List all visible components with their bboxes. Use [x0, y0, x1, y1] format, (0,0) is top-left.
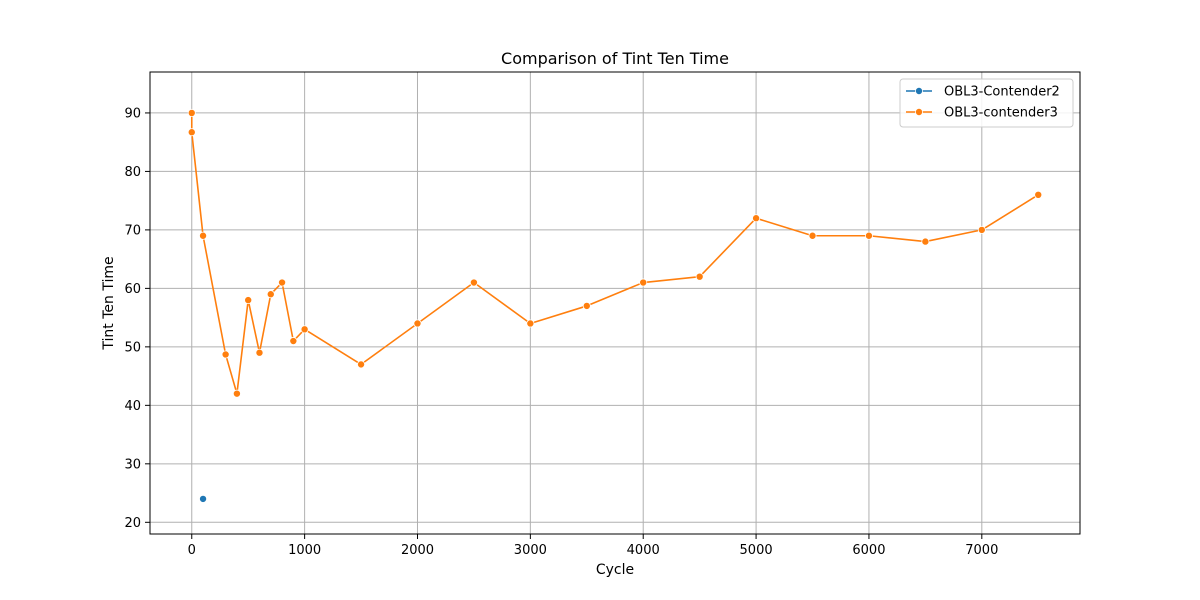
- plot-frame: [149, 71, 1081, 535]
- legend-box: [899, 78, 1074, 128]
- x-tick-label: 3000: [514, 543, 547, 558]
- series-obl3-contender2: [199, 494, 208, 503]
- x-tick-label: 2000: [401, 543, 434, 558]
- chart-title: Comparison of Tint Ten Time: [501, 49, 729, 68]
- y-tick-label: 50: [124, 340, 141, 355]
- data-point: [300, 325, 309, 334]
- y-tick-label: 20: [124, 516, 141, 531]
- data-point: [187, 108, 196, 117]
- y-axis-label: Tint Ten Time: [101, 256, 117, 350]
- data-point: [232, 389, 241, 398]
- data-point: [526, 319, 535, 328]
- data-point: [255, 348, 264, 357]
- x-tick-label: 4000: [627, 543, 660, 558]
- series-obl3-contender3: [187, 108, 1043, 398]
- y-tick-label: 30: [124, 457, 141, 472]
- data-point: [752, 214, 761, 223]
- x-axis-label: Cycle: [596, 562, 634, 578]
- data-point: [187, 128, 196, 137]
- data-point: [413, 319, 422, 328]
- data-point: [1034, 190, 1043, 199]
- legend-item: OBL3-Contender2: [906, 85, 1060, 100]
- data-point: [199, 231, 208, 240]
- x-axis: 0 1000 2000 3000 4000 5000 6000 7000: [188, 534, 998, 558]
- data-point: [639, 278, 648, 287]
- x-tick-label: 6000: [852, 543, 885, 558]
- data-point: [199, 494, 208, 503]
- legend-marker-icon: [915, 108, 924, 117]
- y-axis: 20 30 40 50 60 70 80 90: [124, 106, 150, 531]
- legend-marker-icon: [915, 87, 924, 96]
- x-tick-label: 0: [188, 543, 196, 558]
- y-tick-label: 70: [124, 223, 141, 238]
- series-line: [190, 112, 1039, 395]
- y-tick-label: 80: [124, 165, 141, 180]
- x-tick-label: 7000: [965, 543, 998, 558]
- legend-item: OBL3-contender3: [906, 106, 1058, 121]
- series-layer: [187, 108, 1043, 503]
- data-point: [808, 231, 817, 240]
- data-point: [695, 272, 704, 281]
- y-tick-label: 40: [124, 399, 141, 414]
- x-tick-label: 1000: [288, 543, 321, 558]
- data-point: [266, 290, 275, 299]
- legend-label: OBL3-Contender2: [944, 85, 1060, 100]
- data-point: [278, 278, 287, 287]
- data-point: [582, 301, 591, 310]
- legend-label: OBL3-contender3: [944, 106, 1058, 121]
- data-point: [221, 350, 230, 359]
- grid: [150, 72, 1080, 534]
- legend: OBL3-Contender2 OBL3-contender3: [899, 78, 1074, 128]
- data-point: [864, 231, 873, 240]
- data-point: [244, 296, 253, 305]
- data-point: [977, 225, 986, 234]
- data-point: [289, 337, 298, 346]
- x-tick-label: 5000: [740, 543, 773, 558]
- data-point: [357, 360, 366, 369]
- data-point: [469, 278, 478, 287]
- data-point: [921, 237, 930, 246]
- y-tick-label: 90: [124, 106, 141, 121]
- y-tick-label: 60: [124, 282, 141, 297]
